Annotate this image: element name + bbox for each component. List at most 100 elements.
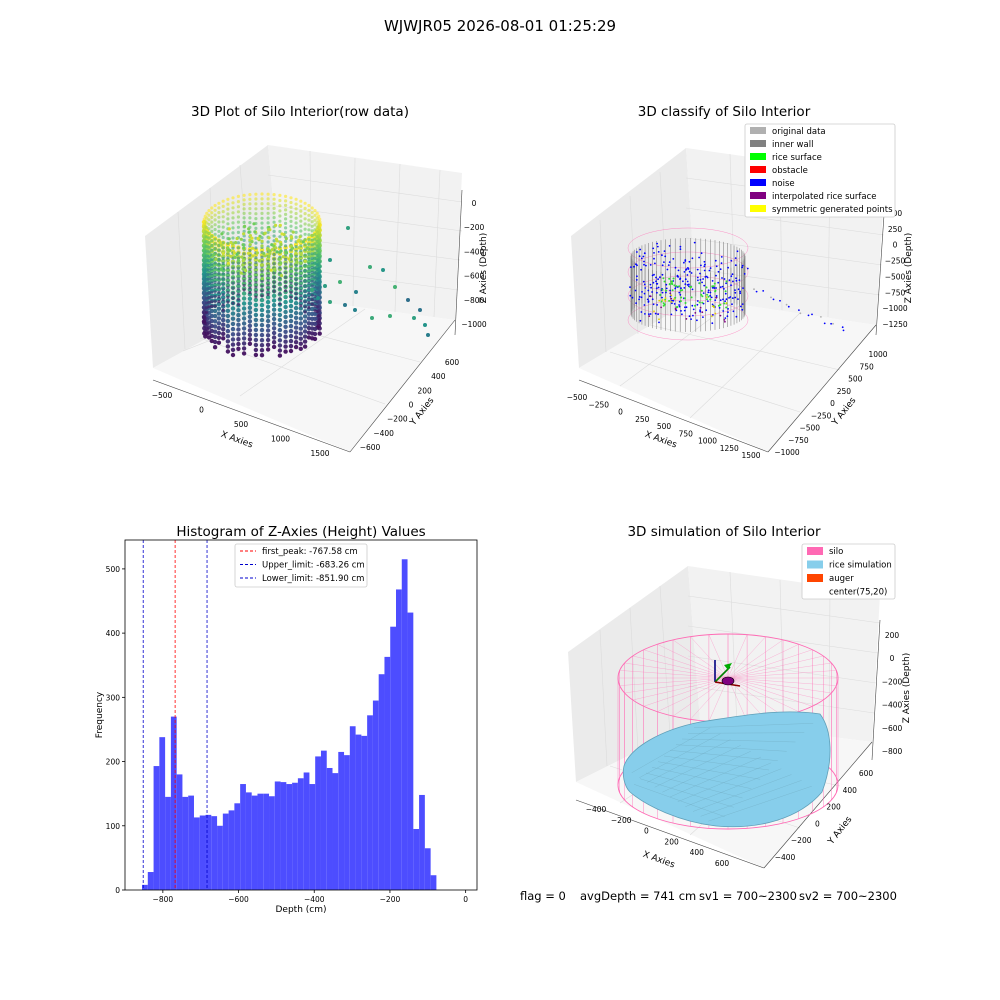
scatter-point <box>226 207 230 211</box>
scatter-point <box>213 271 217 275</box>
scatter-point <box>207 236 211 240</box>
noise-point <box>709 291 712 294</box>
scatter-point <box>236 312 241 318</box>
scatter-point <box>294 245 298 249</box>
scatter-point <box>277 327 283 333</box>
scatter-point <box>239 237 243 241</box>
scatter-point <box>253 302 259 308</box>
noise-point <box>707 289 710 292</box>
legend-box <box>234 543 368 588</box>
scatter-point <box>260 197 264 201</box>
noise-point <box>636 264 638 267</box>
legend-swatch <box>750 127 766 134</box>
z-tick-label: 200 <box>885 631 900 640</box>
noise-point <box>652 247 655 250</box>
scatter-point <box>272 257 276 261</box>
histogram-bar <box>430 875 437 890</box>
scatter-point <box>299 299 303 303</box>
interpolated-point <box>705 296 708 298</box>
scatter-point <box>277 312 283 318</box>
scatter-point <box>303 248 307 252</box>
histogram-bar <box>263 793 270 890</box>
scatter-point <box>267 255 271 259</box>
noise-point <box>711 280 714 282</box>
interpolated-point <box>713 306 715 309</box>
scatter-point <box>279 249 283 253</box>
noise-point <box>663 250 666 253</box>
noise-point <box>725 298 728 301</box>
noise-point <box>735 277 737 280</box>
scatter-point <box>202 326 207 331</box>
scatter-point <box>299 224 303 228</box>
scatter-point <box>272 211 276 215</box>
noise-point <box>671 302 673 305</box>
scatter-point <box>203 316 207 320</box>
scatter-point <box>272 193 276 197</box>
scatter-point <box>236 241 240 245</box>
noise-point <box>670 313 673 316</box>
scatter-point <box>381 268 385 272</box>
scatter-point <box>289 215 293 219</box>
scatter-point <box>310 256 314 260</box>
scatter-point <box>272 252 276 257</box>
noise-point <box>726 315 729 318</box>
scatter-point <box>211 253 216 257</box>
scatter-point <box>226 212 230 216</box>
silo-spoke <box>727 655 824 679</box>
noise-point <box>709 294 712 297</box>
histogram-bar <box>372 700 379 890</box>
scatter-point <box>226 300 230 304</box>
scatter-point <box>265 318 271 324</box>
scatter-point <box>272 285 276 289</box>
scatter-point <box>260 207 264 211</box>
scatter-point <box>289 224 293 228</box>
scatter-point <box>236 256 240 260</box>
scatter-point <box>294 287 298 291</box>
z-tick-label: 0 <box>472 199 477 208</box>
scatter-point <box>299 204 303 208</box>
scatter-point <box>225 303 231 308</box>
scatter-point <box>230 342 236 347</box>
histogram-bar <box>217 825 223 890</box>
scatter-point <box>221 303 225 307</box>
scatter-point <box>318 274 322 279</box>
scatter-point <box>213 218 217 222</box>
scatter-point <box>289 219 293 223</box>
rice-surface-point <box>680 296 683 299</box>
scatter-point <box>310 321 315 326</box>
scatter-point <box>303 294 307 299</box>
scatter-point <box>266 230 270 234</box>
scatter-point <box>210 300 214 304</box>
noise-point <box>656 291 658 294</box>
scatter-point <box>254 275 258 279</box>
scatter-point <box>294 211 298 216</box>
noise-point <box>653 273 655 276</box>
x-axis-line <box>575 799 765 869</box>
scatter-point <box>283 344 288 349</box>
silo-spoke <box>727 677 784 717</box>
scatter-point <box>210 243 214 248</box>
scatter-points <box>201 192 430 358</box>
chart-title: 3D simulation of Silo Interior <box>627 524 821 540</box>
scatter-point <box>260 294 264 298</box>
noise-point <box>799 312 802 315</box>
y-tick-label: 500 <box>106 565 121 574</box>
rice-surface-point <box>684 302 687 304</box>
scatter-point <box>247 227 251 231</box>
histogram-bar <box>165 796 171 890</box>
scatter-point <box>259 343 265 348</box>
scatter-point <box>274 223 278 227</box>
silo-spoke <box>727 634 748 679</box>
scatter-point <box>315 211 319 215</box>
scatter-point <box>289 254 293 258</box>
noise-point <box>841 326 844 329</box>
noise-point <box>708 269 711 272</box>
rice-surface-point <box>706 298 708 301</box>
noise-point <box>651 291 653 293</box>
noise-point <box>696 268 699 271</box>
scatter-point <box>236 327 241 332</box>
scatter-point <box>302 344 308 349</box>
scatter-point <box>229 240 233 245</box>
noise-point <box>657 313 659 316</box>
